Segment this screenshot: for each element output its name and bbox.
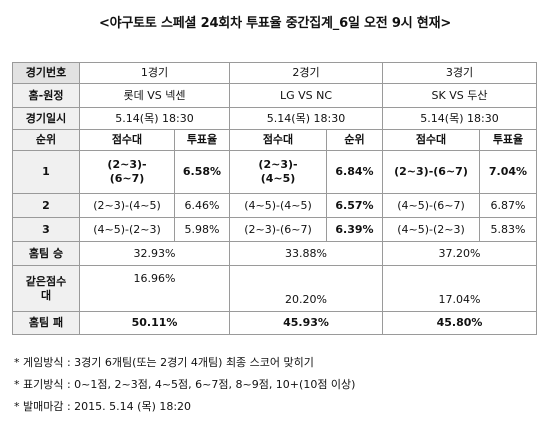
cell-game2-rank1-rate: 6.84%	[326, 150, 383, 194]
cell-game2-draw: 20.20%	[229, 265, 383, 312]
cell-game1-date: 5.14(목) 18:30	[79, 107, 230, 130]
cell-game1-number: 1경기	[79, 62, 230, 84]
footnote-deadline: * 발매마감 : 2015. 5.14 (목) 18:20	[14, 400, 192, 413]
score-line-2: (4~5)	[260, 172, 296, 185]
cell-game3-rank2-rate: 6.87%	[479, 193, 537, 218]
cell-game2-home-loss: 45.93%	[229, 311, 383, 335]
cell-game2-date: 5.14(목) 18:30	[229, 107, 383, 130]
cell-game3-rank3-score: (4~5)-(2~3)	[382, 217, 480, 242]
cell-game2-rank3-rate: 6.39%	[326, 217, 383, 242]
cell-game1-rank2-score: (2~3)-(4~5)	[79, 193, 175, 218]
header-game2-rate: 순위	[326, 129, 383, 151]
cell-game3-rank3-rate: 5.83%	[479, 217, 537, 242]
header-game3-score: 점수대	[382, 129, 480, 151]
cell-game3-home-loss: 45.80%	[382, 311, 537, 335]
row-label-game-number: 경기번호	[12, 62, 80, 84]
cell-game3-teams: SK VS 두산	[382, 83, 537, 108]
score-line-1: (2~3)-	[258, 158, 298, 171]
footnote-notation: * 표기방식 : 0~1점, 2~3점, 4~5점, 6~7점, 8~9점, 1…	[14, 378, 356, 391]
table-row-home-win: 홈팀 승 32.93% 33.88% 37.20%	[12, 241, 537, 266]
cell-game1-home-loss: 50.11%	[79, 311, 230, 335]
row-label-rank-1: 1	[12, 150, 80, 194]
cell-game1-rank3-score: (4~5)-(2~3)	[79, 217, 175, 242]
cell-game3-number: 3경기	[382, 62, 537, 84]
row-label-rank-2: 2	[12, 193, 80, 218]
table-row-rank-header: 순위 점수대 투표율 점수대 순위 점수대 투표율	[12, 129, 537, 151]
row-label-date: 경기일시	[12, 107, 80, 130]
cell-game1-home-win: 32.93%	[79, 241, 230, 266]
cell-game3-rank2-score: (4~5)-(6~7)	[382, 193, 480, 218]
header-game1-rate: 투표율	[174, 129, 230, 151]
table-row-rank-2: 2 (2~3)-(4~5) 6.46% (4~5)-(4~5) 6.57% (4…	[12, 193, 537, 218]
cell-game3-date: 5.14(목) 18:30	[382, 107, 537, 130]
cell-game3-rank1-rate: 7.04%	[479, 150, 537, 194]
page-title: <야구토토 스페셜 24회차 투표율 중간집계_6일 오전 9시 현재>	[98, 16, 452, 31]
cell-game2-number: 2경기	[229, 62, 383, 84]
table-row-home-loss: 홈팀 패 50.11% 45.93% 45.80%	[12, 311, 537, 335]
table-row-game-number: 경기번호 1경기 2경기 3경기	[12, 62, 537, 84]
score-line-1: (2~3)-	[107, 158, 147, 171]
header-game2-score: 점수대	[229, 129, 327, 151]
cell-game2-teams: LG VS NC	[229, 83, 383, 108]
row-label-draw: 같은점수 대	[12, 265, 80, 312]
row-label-rank: 순위	[12, 129, 80, 151]
cell-game3-draw: 17.04%	[382, 265, 537, 312]
footnote-game-method: * 게임방식 : 3경기 6개팀(또는 2경기 4개팀) 최종 스코어 맞히기	[14, 356, 314, 369]
row-label-home-away: 홈-원정	[12, 83, 80, 108]
cell-game3-rank1-score: (2~3)-(6~7)	[382, 150, 480, 194]
header-game3-rate: 투표율	[479, 129, 537, 151]
cell-game2-home-win: 33.88%	[229, 241, 383, 266]
row-label-home-win: 홈팀 승	[12, 241, 80, 266]
score-line-2: (6~7)	[109, 172, 145, 185]
cell-game1-rank3-rate: 5.98%	[174, 217, 230, 242]
cell-game2-rank2-rate: 6.57%	[326, 193, 383, 218]
draw-label-line-2: 대	[40, 288, 52, 302]
cell-game2-rank2-score: (4~5)-(4~5)	[229, 193, 327, 218]
row-label-home-loss: 홈팀 패	[12, 311, 80, 335]
table-row-home-away: 홈-원정 롯데 VS 넥센 LG VS NC SK VS 두산	[12, 83, 537, 108]
table-row-draw: 같은점수 대 16.96% 20.20% 17.04%	[12, 265, 537, 312]
cell-game2-rank1-score: (2~3)- (4~5)	[229, 150, 327, 194]
table-row-rank-1: 1 (2~3)- (6~7) 6.58% (2~3)- (4~5) 6.84% …	[12, 150, 537, 194]
table-row-rank-3: 3 (4~5)-(2~3) 5.98% (2~3)-(6~7) 6.39% (4…	[12, 217, 537, 242]
cell-game3-home-win: 37.20%	[382, 241, 537, 266]
cell-game2-rank3-score: (2~3)-(6~7)	[229, 217, 327, 242]
draw-label-line-1: 같은점수	[25, 274, 67, 288]
cell-game1-rank1-score: (2~3)- (6~7)	[79, 150, 175, 194]
footnotes: * 게임방식 : 3경기 6개팀(또는 2경기 4개팀) 최종 스코어 맞히기 …	[14, 352, 355, 418]
cell-game1-rank2-rate: 6.46%	[174, 193, 230, 218]
table-row-date: 경기일시 5.14(목) 18:30 5.14(목) 18:30 5.14(목)…	[12, 107, 537, 130]
cell-game1-draw: 16.96%	[79, 265, 230, 312]
cell-game1-rank1-rate: 6.58%	[174, 150, 230, 194]
header-game1-score: 점수대	[79, 129, 175, 151]
row-label-rank-3: 3	[12, 217, 80, 242]
cell-game1-teams: 롯데 VS 넥센	[79, 83, 230, 108]
vote-rate-table: 경기번호 1경기 2경기 3경기 홈-원정 롯데 VS 넥센 LG VS NC …	[12, 62, 537, 335]
